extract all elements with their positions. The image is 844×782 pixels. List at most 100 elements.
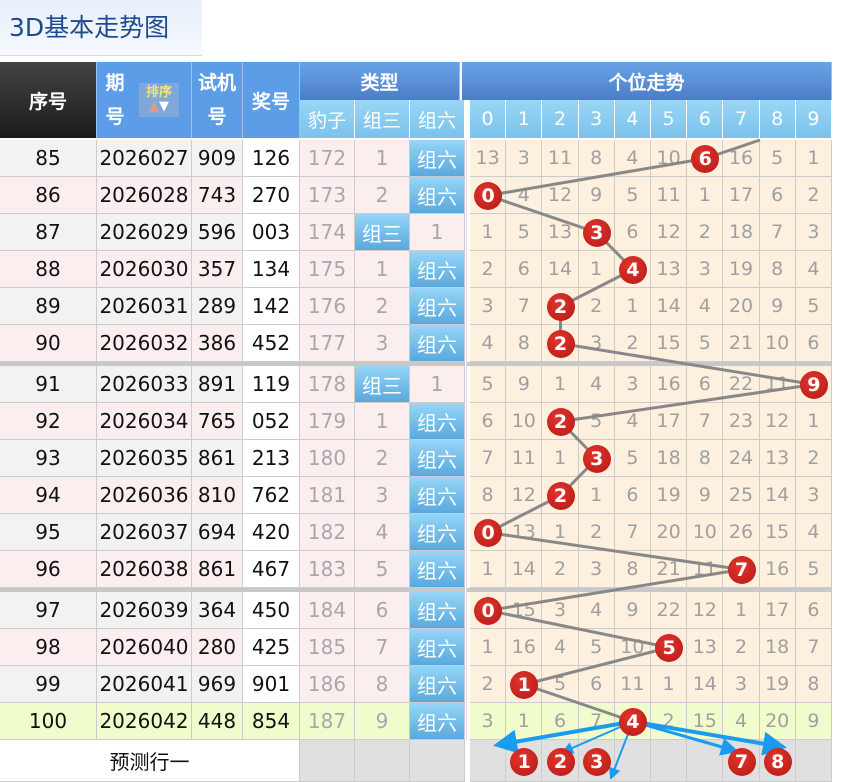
- row-prize: 003: [243, 214, 300, 251]
- divider: [466, 140, 467, 740]
- trend-cell: 10: [687, 514, 724, 551]
- trend-cell: 6: [470, 403, 507, 440]
- row-issue: 2026042: [97, 703, 192, 740]
- row-issue: 2026035: [97, 440, 192, 477]
- sort-button[interactable]: 排序 ▲▼: [139, 83, 179, 117]
- row-zu6: 组六: [410, 666, 465, 703]
- forecast-ball[interactable]: 8: [763, 748, 792, 776]
- trend-cell: 14: [687, 666, 724, 703]
- trend-cell: 3: [687, 251, 724, 288]
- row-prize: 420: [243, 514, 300, 551]
- trend-cell: 4: [795, 251, 832, 288]
- row-baozi: 182: [300, 514, 355, 551]
- hit-ball: 3: [582, 218, 611, 247]
- trend-cell: 3: [723, 666, 760, 703]
- row-zu3: 3: [355, 477, 410, 514]
- trend-cell: 14: [759, 477, 796, 514]
- row-zu6: 组六: [410, 140, 465, 177]
- trend-cell: 15: [759, 514, 796, 551]
- hit-ball: 0: [474, 518, 503, 547]
- hit-ball: 4: [618, 255, 647, 284]
- trend-line: [523, 683, 634, 723]
- trend-cell: 17: [723, 177, 760, 214]
- header-digit-7: 7: [723, 100, 760, 138]
- trend-cell: 8: [578, 140, 615, 177]
- row-zu6: 1: [410, 214, 465, 251]
- trend-cell: 1: [578, 477, 615, 514]
- trend-cell: 13: [651, 251, 688, 288]
- forecast-ball[interactable]: 2: [546, 748, 575, 776]
- trend-cell: 8: [614, 551, 651, 588]
- trend-cell: 6: [687, 366, 724, 403]
- trend-cell: 25: [723, 477, 760, 514]
- header-digit-9: 9: [795, 100, 832, 138]
- row-zu3: 5: [355, 551, 410, 588]
- row-trial: 891: [192, 366, 243, 403]
- row-seq: 93: [0, 440, 97, 477]
- row-baozi: 178: [300, 366, 355, 403]
- row-baozi: 172: [300, 140, 355, 177]
- trend-cell: 22: [651, 592, 688, 629]
- trend-cell: 14: [651, 288, 688, 325]
- row-issue: 2026033: [97, 366, 192, 403]
- group-separator: [467, 362, 832, 366]
- trend-cell: 11: [651, 177, 688, 214]
- trend-cell: 26: [723, 514, 760, 551]
- row-baozi: 179: [300, 403, 355, 440]
- trend-cell: 4: [795, 514, 832, 551]
- trend-cell: 1: [795, 140, 832, 177]
- header-trial: 试机号: [192, 62, 243, 138]
- trend-cell: 2: [795, 177, 832, 214]
- row-zu6: 组六: [410, 703, 465, 740]
- row-seq: 98: [0, 629, 97, 666]
- trend-cell: 6: [759, 177, 796, 214]
- trend-cell: 14: [506, 551, 543, 588]
- trend-cell: 9: [578, 177, 615, 214]
- row-seq: 85: [0, 140, 97, 177]
- trend-cell: 9: [614, 592, 651, 629]
- row-zu6: 1: [410, 366, 465, 403]
- row-seq: 90: [0, 325, 97, 362]
- row-trial: 357: [192, 251, 243, 288]
- row-issue: 2026027: [97, 140, 192, 177]
- header-type-zu6: 组六: [410, 100, 465, 138]
- header-digit-4: 4: [614, 100, 651, 138]
- trend-cell: 1: [470, 551, 507, 588]
- row-issue: 2026039: [97, 592, 192, 629]
- forecast-ball[interactable]: 7: [727, 748, 756, 776]
- forecast-arrow: [632, 719, 787, 756]
- trend-cell: 6: [506, 251, 543, 288]
- trend-cell: 3: [795, 214, 832, 251]
- trend-cell: 10: [651, 140, 688, 177]
- row-trial: 448: [192, 703, 243, 740]
- row-zu6: 组六: [410, 514, 465, 551]
- header-digit-3: 3: [578, 100, 615, 138]
- trend-cell: 1: [614, 288, 651, 325]
- trend-cell: 17: [651, 403, 688, 440]
- forecast-ball[interactable]: 3: [582, 748, 611, 776]
- trend-cell: 1: [470, 214, 507, 251]
- hit-ball: 2: [546, 329, 575, 358]
- forecast-ball[interactable]: 1: [510, 748, 539, 776]
- sort-arrows-icon: ▲▼: [149, 99, 169, 114]
- row-seq: 97: [0, 592, 97, 629]
- trend-cell: 2: [795, 440, 832, 477]
- header-issue: 期号 排序 ▲▼: [97, 62, 192, 138]
- forecast-cell[interactable]: [614, 740, 651, 782]
- row-seq: 94: [0, 477, 97, 514]
- row-issue: 2026038: [97, 551, 192, 588]
- trend-line: [487, 609, 670, 649]
- row-zu3: 3: [355, 325, 410, 362]
- forecast-cell[interactable]: [651, 740, 688, 782]
- row-issue: 2026032: [97, 325, 192, 362]
- trend-cell: 5: [614, 440, 651, 477]
- header-digit-5: 5: [651, 100, 688, 138]
- trend-cell: 8: [759, 251, 796, 288]
- trend-line: [487, 194, 598, 234]
- row-baozi: 186: [300, 666, 355, 703]
- hit-ball: 2: [546, 292, 575, 321]
- trend-cell: 5: [614, 177, 651, 214]
- trend-cell: 1: [795, 403, 832, 440]
- row-zu6: 组六: [410, 325, 465, 362]
- trend-cell: 5: [506, 214, 543, 251]
